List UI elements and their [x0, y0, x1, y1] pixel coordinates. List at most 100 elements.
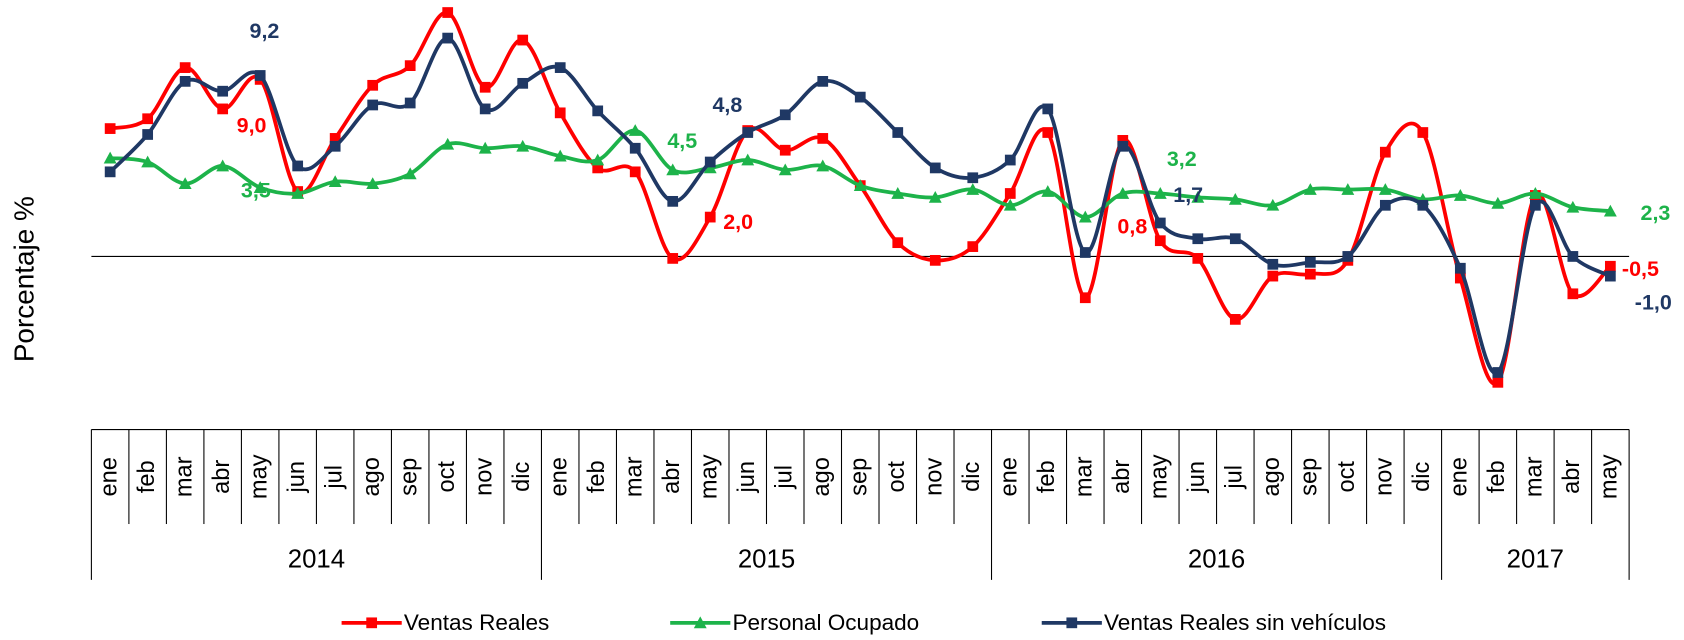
marker — [553, 149, 567, 162]
marker — [1191, 190, 1205, 203]
x-tick-label: ene — [546, 457, 572, 496]
x-tick-label: feb — [1484, 460, 1510, 493]
marker — [329, 133, 341, 144]
marker — [254, 70, 266, 81]
marker — [1492, 376, 1504, 388]
x-tick-label: jul — [321, 465, 347, 490]
marker — [217, 85, 229, 97]
marker — [1378, 183, 1392, 195]
marker — [1528, 187, 1542, 199]
marker — [779, 109, 791, 121]
data-label: 3,2 — [1167, 147, 1197, 171]
marker — [1529, 199, 1541, 211]
marker — [1117, 140, 1129, 152]
marker — [479, 81, 491, 93]
marker — [817, 76, 829, 87]
marker — [179, 76, 191, 87]
marker — [1492, 367, 1504, 378]
x-tick-label: jun — [284, 461, 310, 494]
marker — [517, 77, 529, 89]
marker — [928, 190, 942, 203]
x-tick-label: ene — [96, 457, 122, 496]
marker — [253, 181, 267, 193]
marker — [1266, 198, 1280, 211]
marker — [1154, 235, 1166, 247]
marker — [1042, 127, 1054, 138]
marker — [178, 177, 192, 190]
year-label: 2016 — [1188, 545, 1245, 573]
data-label: 4,5 — [667, 129, 697, 153]
marker — [628, 124, 642, 136]
x-tick-label: nov — [471, 458, 497, 496]
data-label: 2,0 — [723, 210, 753, 234]
x-tick-label: feb — [134, 460, 160, 493]
marker — [1417, 127, 1429, 138]
marker — [216, 159, 230, 172]
marker — [1491, 196, 1505, 209]
marker — [1341, 183, 1355, 195]
marker — [291, 187, 305, 199]
year-label: 2014 — [288, 545, 345, 573]
marker — [217, 103, 229, 115]
marker — [1192, 253, 1204, 264]
marker — [404, 60, 416, 72]
marker — [1154, 217, 1166, 229]
marker — [1603, 204, 1617, 217]
marker — [929, 254, 941, 266]
x-tick-label: mar — [171, 456, 197, 497]
marker — [704, 211, 716, 223]
marker — [1079, 292, 1091, 304]
marker — [1379, 146, 1391, 158]
marker — [478, 141, 492, 154]
marker — [1229, 233, 1241, 245]
marker — [1267, 258, 1279, 270]
marker — [592, 162, 604, 174]
marker — [693, 616, 707, 629]
x-tick-label: may — [1147, 454, 1173, 499]
marker — [891, 187, 905, 199]
marker — [366, 177, 380, 190]
marker — [967, 172, 979, 184]
marker — [517, 34, 529, 46]
x-tick-label: oct — [884, 461, 910, 493]
data-label: 9,2 — [250, 19, 280, 43]
x-tick-label: jun — [1184, 461, 1210, 494]
data-label: 3,5 — [241, 179, 271, 203]
x-tick-label: ene — [997, 457, 1023, 496]
data-label: 0,8 — [1117, 214, 1147, 238]
x-tick-label: abr — [659, 460, 685, 494]
marker — [1342, 251, 1354, 262]
x-tick-label: abr — [1109, 460, 1135, 494]
x-tick-label: ene — [1447, 457, 1473, 496]
marker — [817, 133, 829, 144]
marker — [967, 241, 979, 252]
marker — [1192, 233, 1204, 245]
marker — [1304, 256, 1316, 268]
x-tick-label: sep — [1297, 458, 1323, 496]
data-label: -1,0 — [1635, 291, 1672, 315]
marker — [629, 142, 641, 154]
x-tick-label: nov — [1372, 458, 1398, 496]
y-axis-label: Porcentaje % — [8, 196, 39, 362]
marker — [666, 163, 680, 176]
marker — [1229, 314, 1241, 325]
year-label: 2015 — [738, 545, 795, 573]
x-tick-label: sep — [396, 458, 422, 496]
marker — [403, 167, 417, 180]
marker — [329, 140, 341, 152]
x-tick-label: may — [1597, 454, 1623, 499]
marker — [854, 91, 866, 103]
data-label: 1,7 — [1173, 183, 1203, 207]
marker — [441, 137, 455, 150]
marker — [741, 153, 755, 166]
x-tick-label: mar — [1072, 456, 1098, 497]
marker — [103, 151, 117, 164]
marker — [516, 139, 530, 152]
x-tick-label: feb — [584, 460, 610, 493]
x-tick-label: feb — [1034, 460, 1060, 493]
marker — [929, 162, 941, 174]
year-label: 2017 — [1507, 545, 1564, 573]
marker — [1117, 135, 1129, 146]
marker — [704, 156, 716, 168]
marker — [966, 183, 980, 195]
